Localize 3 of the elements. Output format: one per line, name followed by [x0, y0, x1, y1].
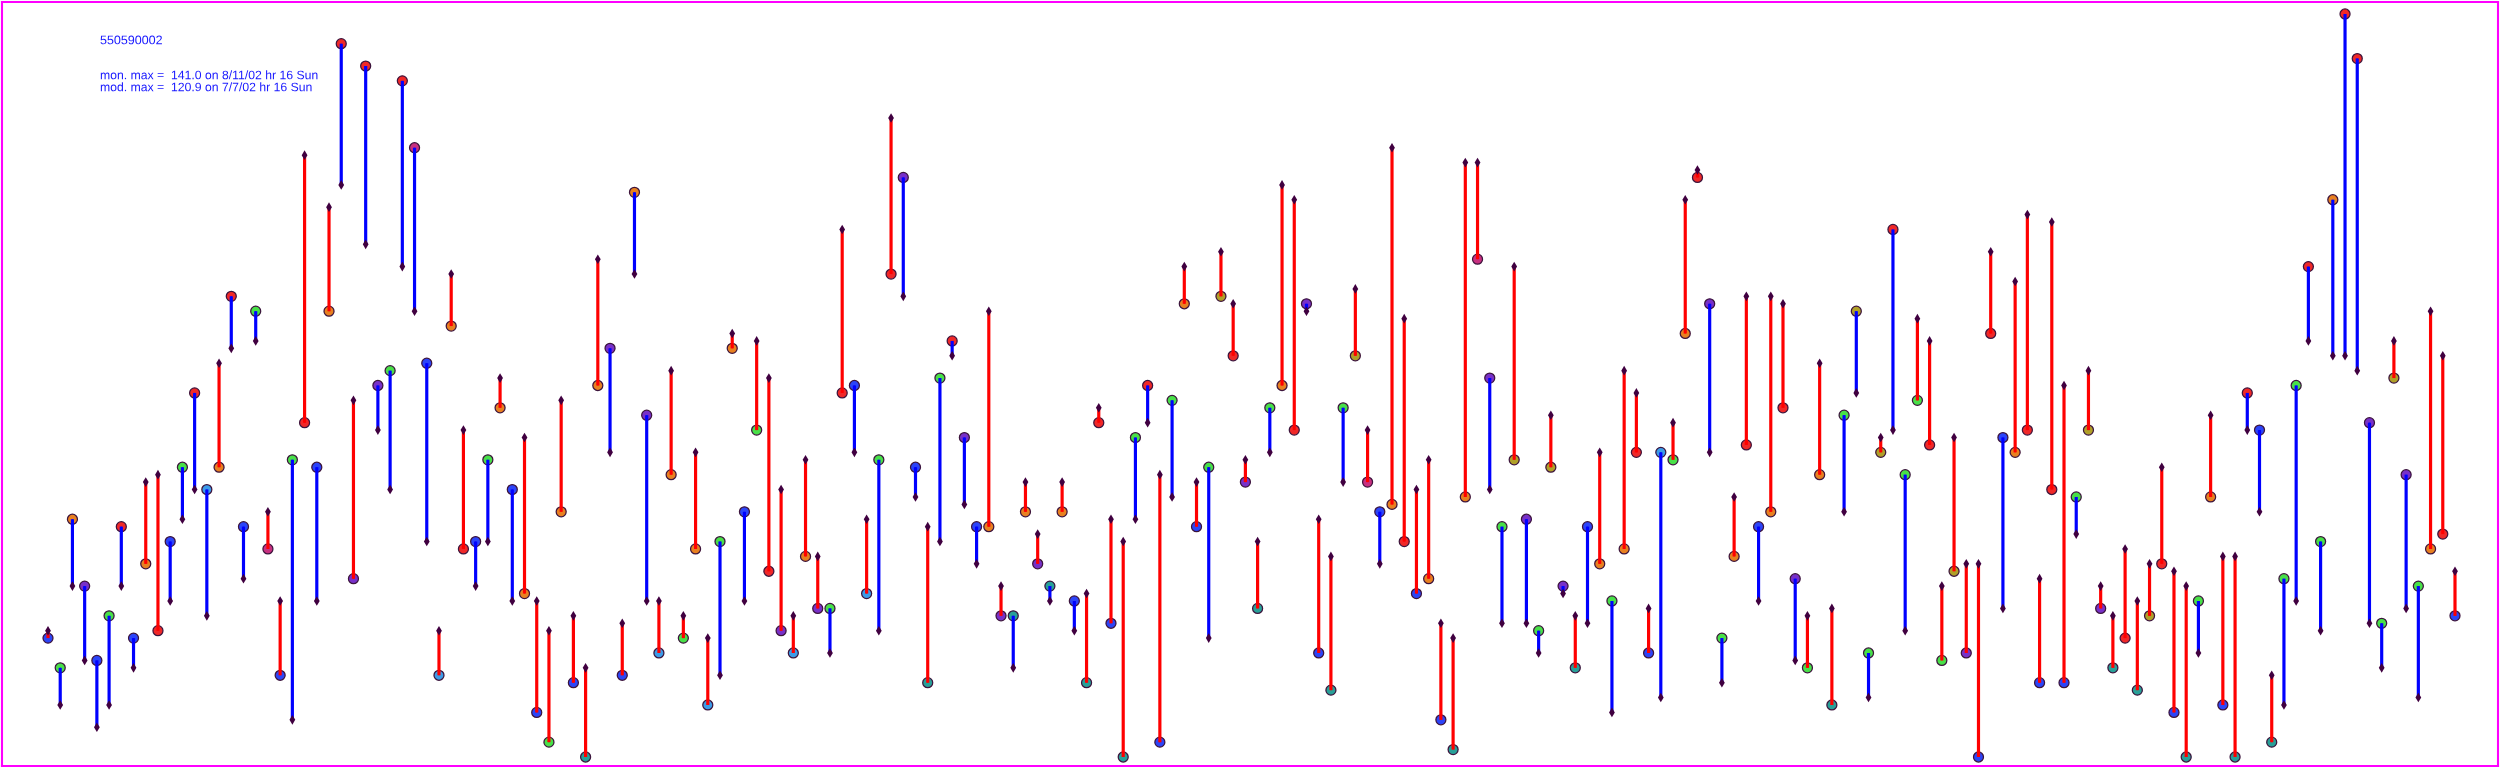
- text: 550590002: [100, 35, 162, 45]
- annotation: mon. max = 141.0 on 8/11/02 hr 16 Sun: [100, 70, 318, 80]
- annotation: mod. max = 120.9 on 7/7/02 hr 16 Sun: [100, 82, 312, 92]
